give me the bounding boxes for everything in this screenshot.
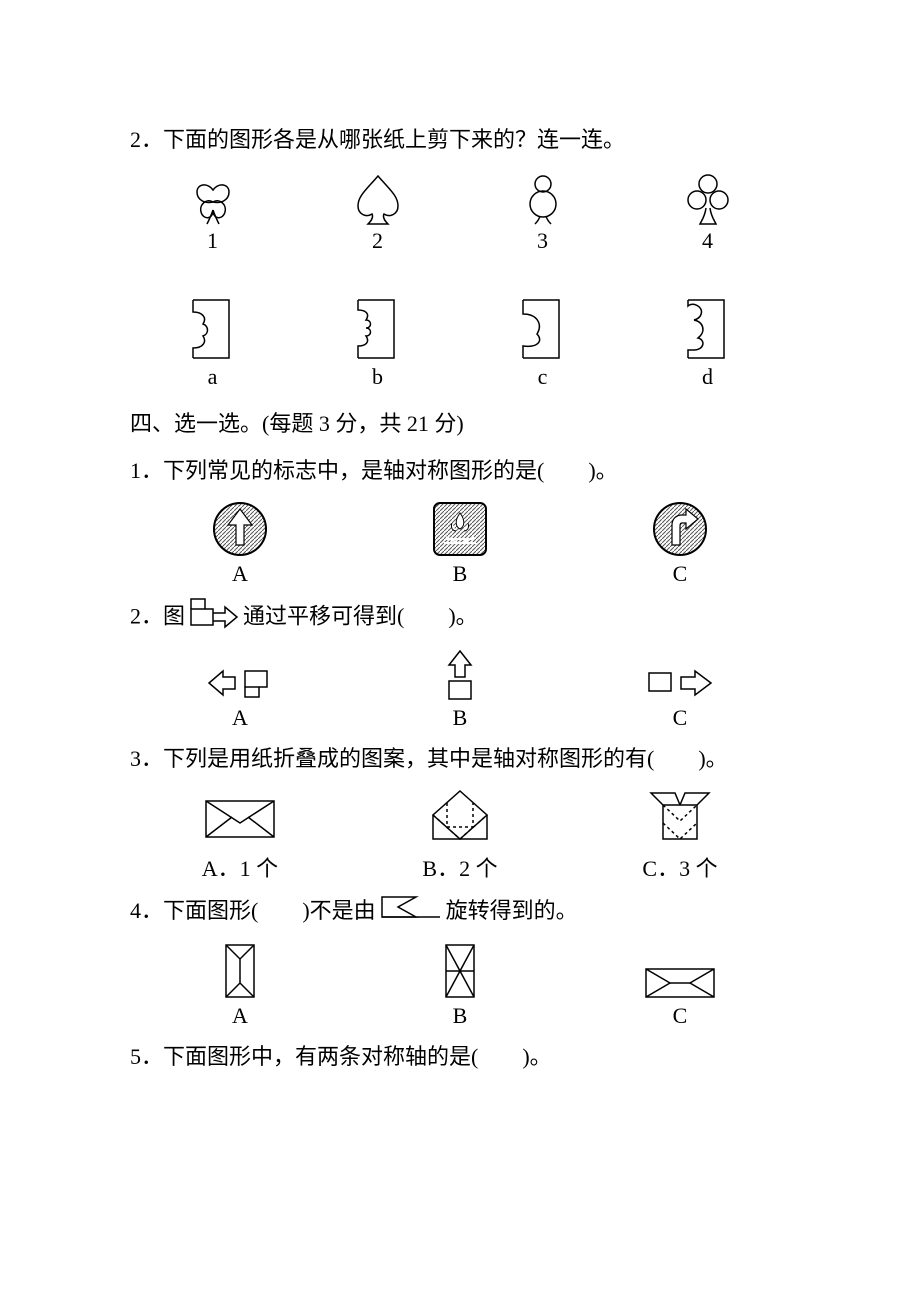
s4q1-label-b: B [350,561,570,587]
s4q1-label-a: A [130,561,350,587]
s4q4-number: 4． [130,898,163,923]
s4q3-after: )。 [698,746,727,771]
q2-bottom-row: a b c d [130,296,790,390]
s4q2-label-a: A [130,705,350,731]
q2-shape-3: 3 [460,170,625,254]
s4q2-text: 2．图 通过平移可得到( )。 [130,595,790,642]
q2-paper-c: c [460,296,625,390]
s4q4-opt-c: C [570,965,790,1029]
s4q2-after: )。 [448,603,477,628]
q2-bot-label-d: d [625,364,790,390]
s4q1-after: )。 [588,458,617,483]
s4q4-options-row: A B C [130,941,790,1029]
s4q5-text: 5．下面图形中，有两条对称轴的是( )。 [130,1037,790,1077]
s4q3-label-a: A．1 个 [130,851,350,883]
s4q1-opt-a: A [130,499,350,587]
s4q4-label-c: C [570,1003,790,1029]
q2-paper-a: a [130,296,295,390]
q2-top-label-3: 3 [460,228,625,254]
s4q3-fig-2 [350,787,570,845]
q2-body: 下面的图形各是从哪张纸上剪下来的？连一连。 [163,127,625,152]
s4q3-options-row: A．1 个 B．2 个 C．3 个 [130,849,790,883]
s4q2-mid: 通过平移可得到( [243,603,404,628]
q2-number: 2． [130,127,163,152]
page: 2．下面的图形各是从哪张纸上剪下来的？连一连。 1 2 [0,0,920,1302]
s4q1-text: 1．下列常见的标志中，是轴对称图形的是( )。 [130,451,790,491]
s4q4-label-b: B [350,1003,570,1029]
s4q1-label-c: C [570,561,790,587]
s4q1-number: 1． [130,458,163,483]
s4q4-mid: )不是由 [302,898,375,923]
s4q2-label-c: C [570,705,790,731]
q2-shape-1: 1 [130,170,295,254]
s4q4-inline-shape [378,893,444,934]
s4q3-before: 下列是用纸折叠成的图案，其中是轴对称图形的有( [163,746,654,771]
clover-3leaf-icon [183,170,243,226]
s4q3-fig-1 [130,795,350,845]
s4q3-number: 3． [130,746,163,771]
arrow-left-box-icon [205,663,275,703]
s4q1-options-row: A B C [130,499,790,587]
rot-a-icon [218,941,262,1001]
s4q4-opt-a: A [130,941,350,1029]
sign-fire-icon [428,499,492,559]
q2-top-label-4: 4 [625,228,790,254]
q2-top-label-2: 2 [295,228,460,254]
s4q2-inline-shape [187,595,241,642]
q2-bot-label-a: a [130,364,295,390]
q2-bot-label-b: b [295,364,460,390]
arrow-up-box-icon [435,649,485,703]
s4q4-opt-b: B [350,941,570,1029]
s4q2-opt-a: A [130,663,350,731]
s4q3-fig-3 [570,787,790,845]
fold-box-icon [645,787,715,843]
s4q1-opt-b: B [350,499,570,587]
s4q2-options-row: A B C [130,649,790,731]
s4q1-opt-c: C [570,499,790,587]
s4q2-number: 2． [130,603,163,628]
q2-top-row: 1 2 3 [130,170,790,254]
box-arrow-right-2-icon [645,663,715,703]
q2-text: 2．下面的图形各是从哪张纸上剪下来的？连一连。 [130,120,790,160]
q2-paper-b: b [295,296,460,390]
s4q5-number: 5． [130,1044,163,1069]
s4q2-before: 图 [163,603,185,628]
triangle-flag-icon [378,893,444,921]
q2-shape-2: 2 [295,170,460,254]
paper-b-icon [350,296,406,362]
section4-heading: 四、选一选。(每题 3 分，共 21 分) [130,404,790,444]
gourd-icon [513,170,573,226]
q2-shape-4: 4 [625,170,790,254]
s4q3-text: 3．下列是用纸折叠成的图案，其中是轴对称图形的有( )。 [130,739,790,779]
q2-bot-label-c: c [460,364,625,390]
q2-top-label-1: 1 [130,228,295,254]
s4q2-opt-c: C [570,663,790,731]
s4q2-label-b: B [350,705,570,731]
s4q4-label-a: A [130,1003,350,1029]
s4q4-before: 下面图形( [163,898,258,923]
paper-d-icon [680,296,736,362]
fold-diamond-icon [425,787,495,843]
s4q2-opt-b: B [350,649,570,731]
paper-a-icon [185,296,241,362]
q2-paper-d: d [625,296,790,390]
s4q4-after: 旋转得到的。 [446,898,578,923]
paper-c-icon [515,296,571,362]
club-icon [678,170,738,226]
s4q5-after: )。 [522,1044,551,1069]
envelope-icon [200,795,280,843]
spade-icon [348,170,408,226]
rot-b-icon [438,941,482,1001]
s4q3-label-c: C．3 个 [570,851,790,883]
s4q4-text: 4．下面图形( )不是由 旋转得到的。 [130,891,790,933]
s4q3-label-b: B．2 个 [350,851,570,883]
rot-c-icon [642,965,718,1001]
s4q3-figures-row [130,787,790,845]
sign-turn-right-icon [650,499,710,559]
s4q1-before: 下列常见的标志中，是轴对称图形的是( [163,458,544,483]
s4q5-before: 下面图形中，有两条对称轴的是( [163,1044,478,1069]
sign-up-arrow-icon [210,499,270,559]
box-arrow-right-icon [187,595,241,629]
